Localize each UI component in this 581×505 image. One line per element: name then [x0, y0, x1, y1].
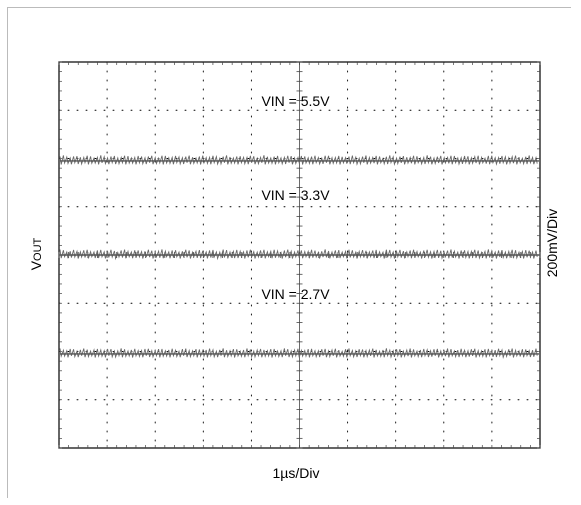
time-scale-label: 1µs/Div	[272, 465, 320, 481]
trace-label-1: VIN = 5.5V	[261, 93, 330, 109]
traces	[59, 154, 539, 360]
trace-label-2: VIN = 3.3V	[261, 187, 330, 203]
vertical-scale-label: 200mV/Div	[544, 208, 560, 278]
trace-3	[59, 348, 538, 360]
trace-label-3: VIN = 2.7V	[261, 286, 330, 302]
y-axis-label: VOUT	[28, 238, 44, 271]
trace-1	[59, 154, 538, 166]
y-axis-label-subscript: OUT	[32, 237, 44, 261]
figure-frame	[7, 7, 571, 498]
y-axis-label-main: V	[28, 260, 44, 271]
trace-2	[59, 249, 538, 261]
trace-labels: VIN = 5.5V VIN = 3.3V VIN = 2.7V	[261, 93, 330, 302]
